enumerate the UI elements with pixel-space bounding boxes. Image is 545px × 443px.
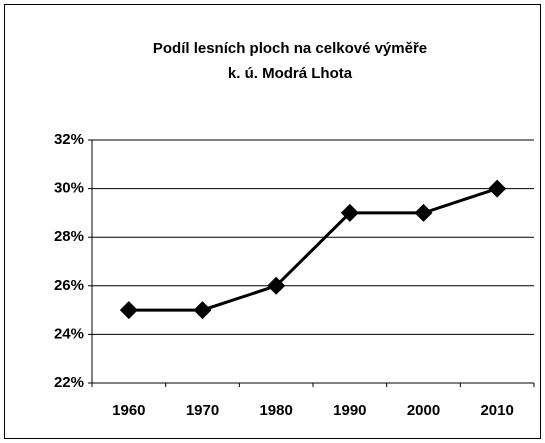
x-tick-label: 1980 <box>259 402 292 419</box>
chart-title: Podíl lesních ploch na celkové výměře <box>153 40 427 57</box>
x-tick-label: 2000 <box>407 402 440 419</box>
x-tick-label: 2010 <box>480 402 513 419</box>
y-tick-label: 28% <box>54 228 84 245</box>
chart-border <box>4 4 541 439</box>
data-point <box>193 301 212 320</box>
y-tick-label: 32% <box>54 131 84 148</box>
x-tick-label: 1990 <box>333 402 366 419</box>
y-tick-label: 22% <box>54 374 84 391</box>
y-tick-label: 24% <box>54 325 84 342</box>
data-point <box>488 179 507 198</box>
data-point <box>414 203 433 222</box>
x-tick-label: 1970 <box>186 402 219 419</box>
data-line <box>128 187 498 312</box>
data-point <box>119 301 138 320</box>
data-point <box>267 276 286 295</box>
y-tick-label: 26% <box>54 277 84 294</box>
chart-subtitle: k. ú. Modrá Lhota <box>228 65 353 82</box>
y-tick-label: 30% <box>54 180 84 197</box>
x-tick-label: 1960 <box>112 402 145 419</box>
data-point <box>340 203 359 222</box>
